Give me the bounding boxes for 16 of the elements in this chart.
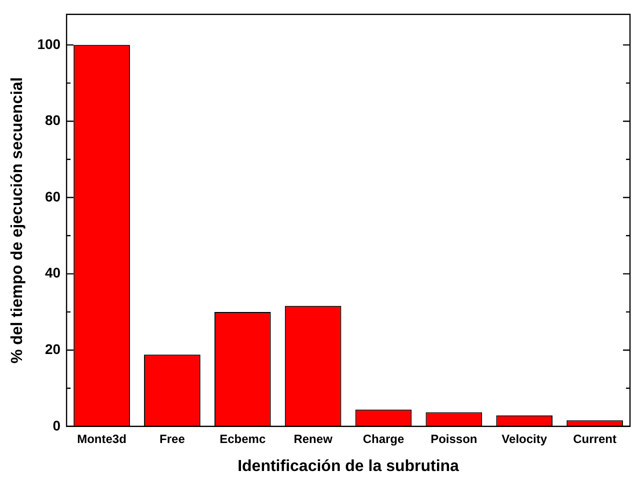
- x-tick-label: Charge: [362, 432, 404, 446]
- x-tick-label: Monte3d: [77, 432, 126, 446]
- y-tick-label: 60: [44, 188, 61, 204]
- x-tick-label: Ecbemc: [220, 432, 266, 446]
- x-tick-label: Renew: [294, 432, 334, 446]
- y-tick-label: 100: [37, 36, 61, 52]
- y-tick-label: 20: [44, 340, 61, 357]
- x-tick-label: Poisson: [430, 432, 478, 446]
- x-tick-label: Velocity: [502, 432, 548, 446]
- y-tick-label: 80: [44, 112, 61, 128]
- y-axis-title: % del tiempo de ejecución secuencial: [9, 77, 26, 364]
- x-tick-label: Free: [160, 432, 186, 446]
- x-tick-label: Current: [573, 432, 616, 446]
- x-axis-title: Identificación de la subrutina: [238, 458, 460, 475]
- y-tick-label: 0: [52, 417, 61, 434]
- y-tick-label: 40: [44, 264, 61, 281]
